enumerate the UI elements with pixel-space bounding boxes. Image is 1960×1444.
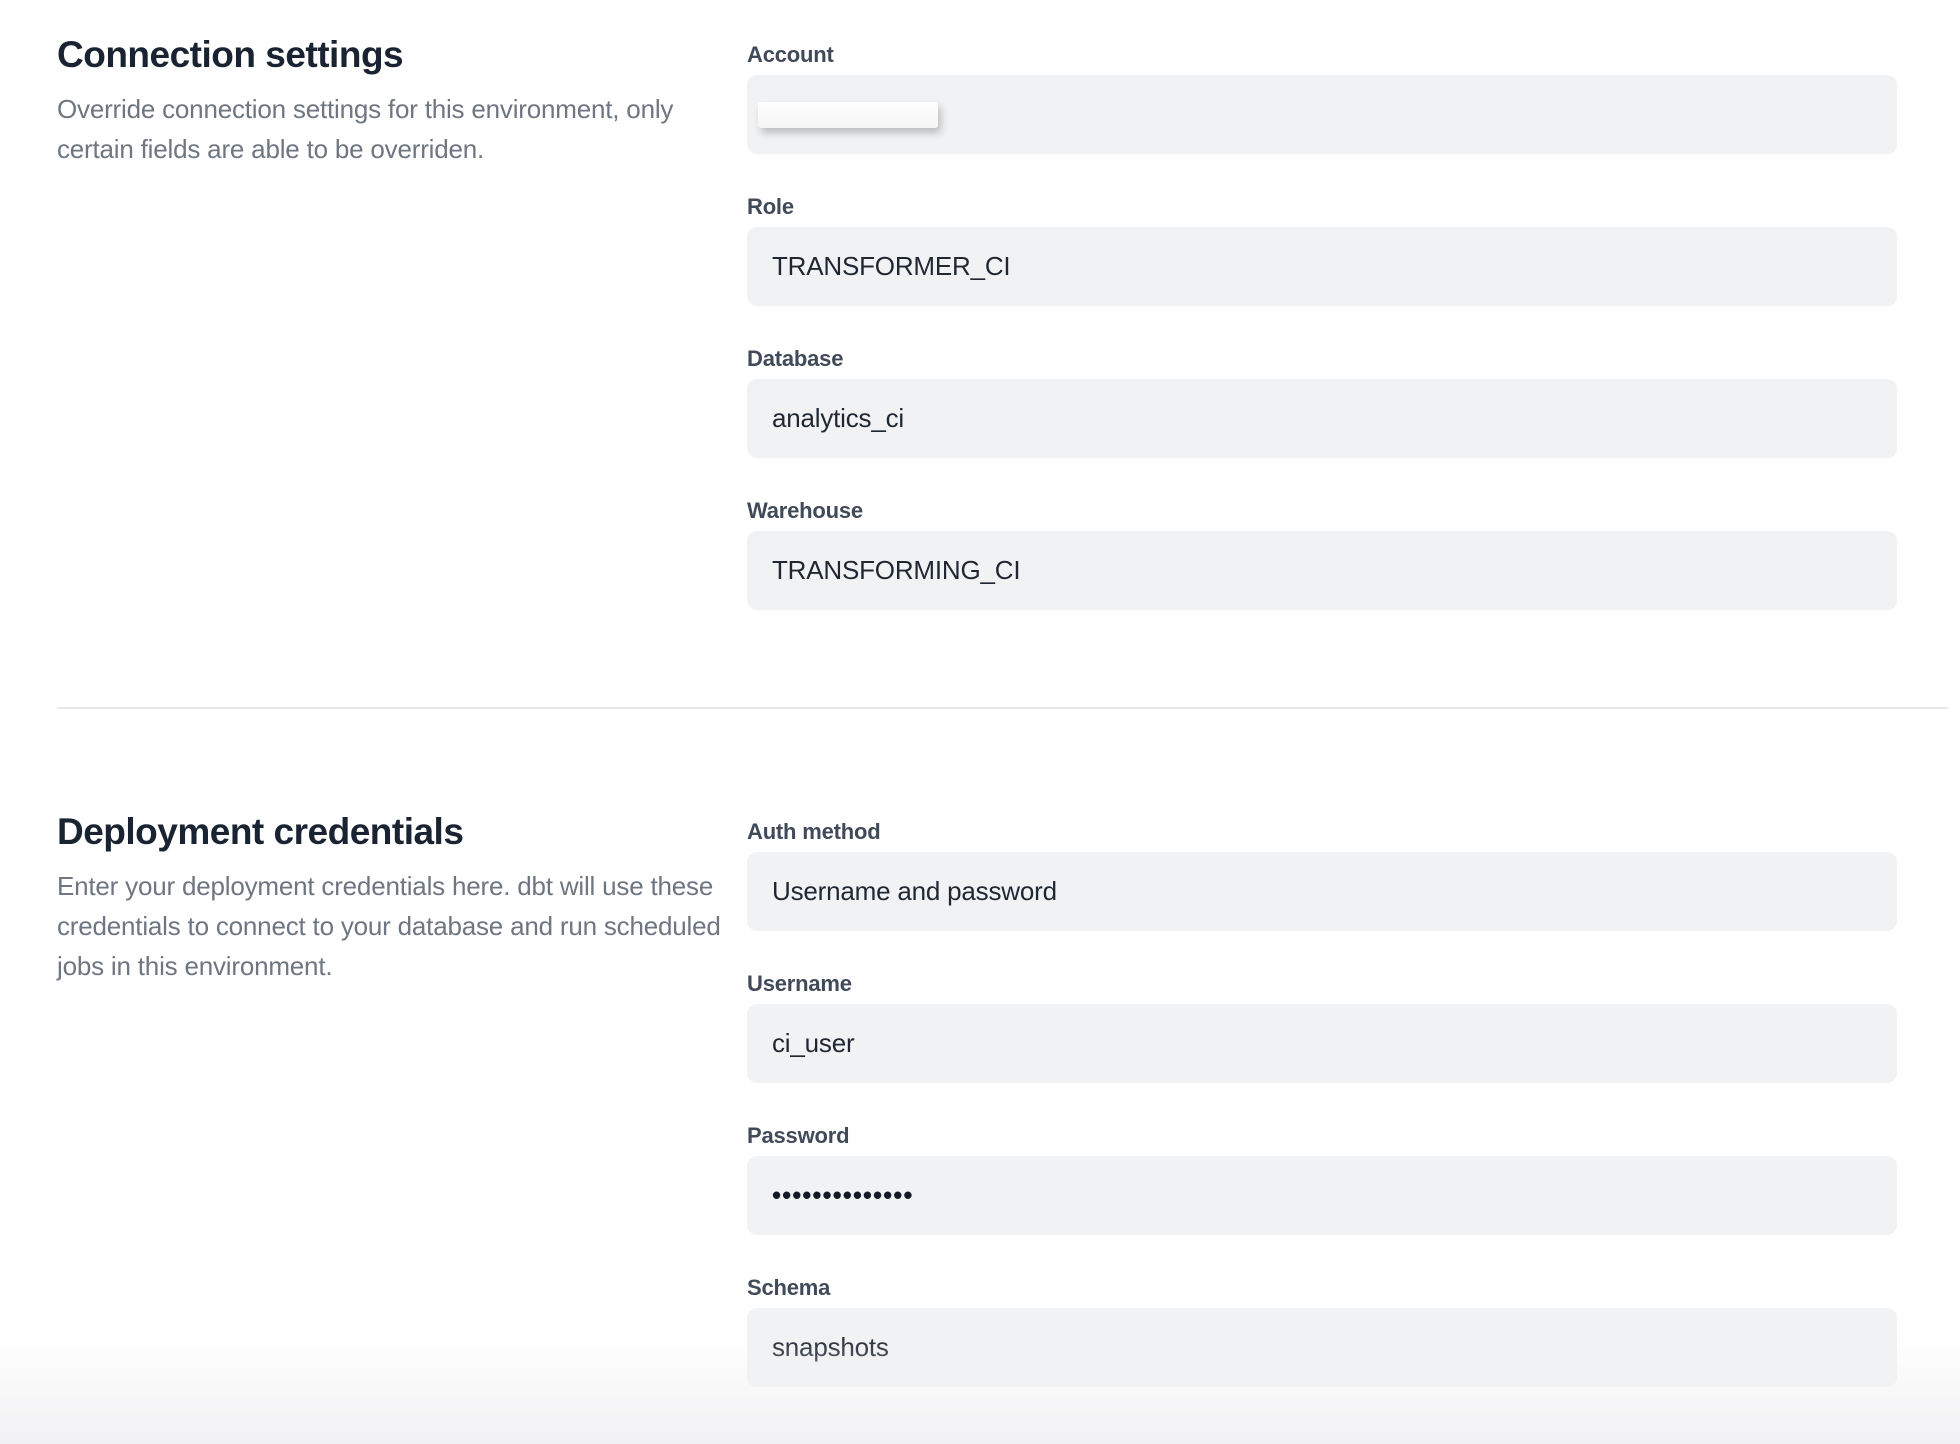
section-description-connection-settings: Override connection settings for this en…: [57, 94, 674, 164]
connection-settings-info: Connection settings Override connection …: [57, 33, 747, 169]
database-input[interactable]: analytics_ci: [747, 379, 1897, 458]
auth-method-select[interactable]: Username and password: [747, 852, 1897, 931]
password-masked-value: ••••••••••••••: [772, 1180, 914, 1210]
username-value: ci_user: [772, 1028, 855, 1058]
username-input[interactable]: ci_user: [747, 1004, 1897, 1083]
warehouse-label: Warehouse: [747, 498, 863, 523]
warehouse-input[interactable]: TRANSFORMING_CI: [747, 531, 1897, 610]
warehouse-value: TRANSFORMING_CI: [772, 555, 1021, 585]
auth-method-label: Auth method: [747, 819, 881, 844]
password-input[interactable]: ••••••••••••••: [747, 1156, 1897, 1235]
role-label: Role: [747, 194, 794, 219]
field-group-warehouse: Warehouse TRANSFORMING_CI: [747, 499, 1897, 610]
field-group-schema: Schema snapshots: [747, 1276, 1897, 1387]
database-value: analytics_ci: [772, 403, 904, 433]
database-label: Database: [747, 346, 844, 371]
role-value: TRANSFORMER_CI: [772, 251, 1011, 281]
schema-input[interactable]: snapshots: [747, 1308, 1897, 1387]
deployment-credentials-section: Deployment credentials Enter your deploy…: [0, 810, 1960, 1387]
auth-method-value: Username and password: [772, 876, 1057, 906]
redacted-value-overlay: [758, 102, 938, 128]
section-title-deployment-credentials: Deployment credentials: [57, 811, 464, 852]
field-group-database: Database analytics_ci: [747, 347, 1897, 458]
account-input[interactable]: [747, 75, 1897, 154]
field-group-account: Account: [747, 43, 1897, 154]
section-divider: [57, 707, 1948, 709]
username-label: Username: [747, 971, 852, 996]
deployment-credentials-fields: Auth method Username and password Userna…: [747, 810, 1897, 1387]
connection-settings-fields: Account Role TRANSFORMER_CI Database ana…: [747, 33, 1897, 610]
schema-value: snapshots: [772, 1332, 889, 1362]
deployment-credentials-info: Deployment credentials Enter your deploy…: [57, 810, 747, 986]
connection-settings-section: Connection settings Override connection …: [0, 33, 1960, 610]
section-description-deployment-credentials: Enter your deployment credentials here. …: [57, 871, 721, 981]
account-label: Account: [747, 42, 834, 67]
schema-label: Schema: [747, 1275, 831, 1300]
field-group-username: Username ci_user: [747, 972, 1897, 1083]
section-title-connection-settings: Connection settings: [57, 34, 404, 75]
role-input[interactable]: TRANSFORMER_CI: [747, 227, 1897, 306]
field-group-auth-method: Auth method Username and password: [747, 820, 1897, 931]
field-group-password: Password ••••••••••••••: [747, 1124, 1897, 1235]
field-group-role: Role TRANSFORMER_CI: [747, 195, 1897, 306]
password-label: Password: [747, 1123, 850, 1148]
